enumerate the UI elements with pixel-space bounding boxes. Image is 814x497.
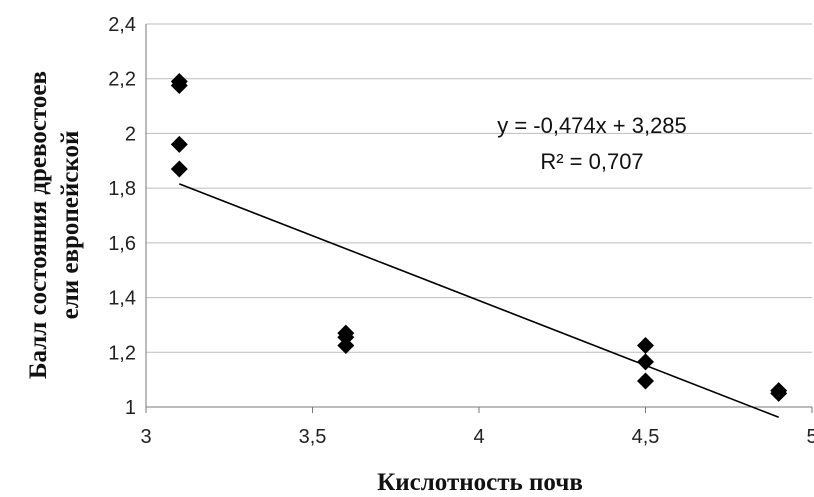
data-point — [770, 384, 788, 402]
data-point — [637, 372, 654, 390]
y-tick-label: 1 — [125, 397, 136, 419]
y-tick-label: 1,6 — [108, 233, 136, 255]
trend-equation: y = -0,474x + 3,285 — [497, 113, 687, 138]
x-tick-label: 5 — [806, 426, 814, 448]
grid-lines — [146, 23, 812, 353]
data-point — [337, 336, 355, 354]
y-tick-label: 2,4 — [108, 14, 136, 36]
y-tick-label: 2 — [125, 123, 136, 145]
x-tick-label: 3 — [140, 426, 151, 448]
data-point — [637, 353, 654, 371]
x-tick-label: 4 — [473, 426, 484, 448]
y-tick-label: 1,8 — [108, 178, 136, 200]
trendline — [179, 183, 779, 419]
data-point — [170, 135, 188, 153]
x-tick-label: 4,5 — [632, 426, 660, 448]
y-tick-labels: 1 1,2 1,4 1,6 1,8 2 2,2 2,4 — [108, 14, 136, 419]
y-tick-label: 1,4 — [108, 288, 136, 310]
y-tick-label: 1,2 — [108, 342, 136, 364]
y-tick-label: 2,2 — [108, 69, 136, 91]
data-point — [170, 77, 188, 95]
x-axis-title: Кислотность почв — [377, 469, 583, 496]
data-points — [170, 72, 788, 402]
data-point — [170, 160, 188, 178]
y-axis-title-line-1: Балл состояния древостоев — [25, 71, 52, 379]
x-tick-labels: 3 3,5 4 4,5 5 — [140, 407, 814, 448]
r-squared-label: R² = 0,707 — [540, 149, 643, 174]
data-point — [637, 336, 654, 354]
y-axis-title-line-2: ели европейской — [57, 131, 84, 320]
x-tick-label: 3,5 — [299, 426, 327, 448]
